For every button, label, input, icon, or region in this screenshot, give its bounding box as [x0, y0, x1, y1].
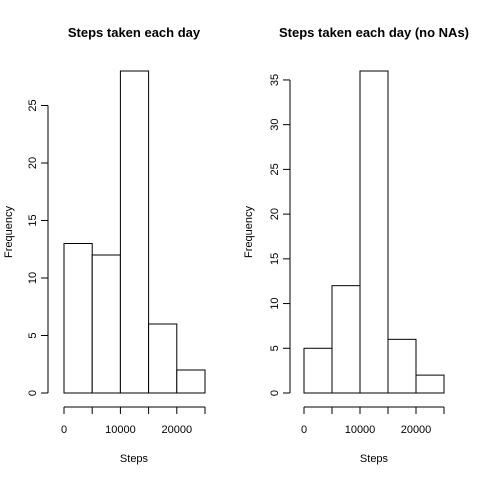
y-tick-label: 5	[269, 345, 281, 351]
histogram-panel-left: Steps taken each day Steps Frequency 0 10…	[3, 25, 206, 465]
chart-title: Steps taken each day (no NAs)	[279, 25, 469, 40]
x-axis-label: Steps	[120, 453, 149, 465]
x-axis-label: Steps	[360, 453, 389, 465]
x-axis: 0 10000 20000	[301, 406, 445, 436]
y-tick-label: 25	[27, 99, 39, 111]
x-tick-label: 10000	[345, 424, 376, 436]
y-tick-label: 10	[27, 272, 39, 284]
y-tick-label: 0	[27, 390, 39, 396]
histogram-panel-right: Steps taken each day (no NAs) Steps Freq…	[243, 25, 469, 465]
x-tick-label: 10000	[105, 424, 136, 436]
y-tick-label: 15	[27, 214, 39, 226]
chart-title: Steps taken each day	[68, 25, 201, 40]
y-axis-label: Frequency	[3, 206, 15, 258]
y-axis: 0 5 10 15 20 25	[27, 99, 49, 396]
y-axis-label: Frequency	[243, 206, 255, 258]
histogram-bar	[63, 243, 93, 394]
histogram-bar	[119, 70, 150, 394]
histogram-bar	[331, 285, 361, 394]
y-tick-label: 5	[27, 332, 39, 338]
x-tick-label: 20000	[401, 424, 432, 436]
x-tick-label: 0	[301, 424, 307, 436]
bars	[63, 70, 206, 394]
histogram-bar	[387, 338, 417, 394]
y-tick-label: 25	[269, 163, 281, 175]
y-tick-label: 15	[269, 253, 281, 265]
y-tick-label: 10	[269, 297, 281, 309]
bars	[303, 70, 445, 394]
y-axis: 0 5 10 15 20 25 30 35	[269, 74, 291, 396]
histogram-bar	[91, 254, 121, 394]
y-tick-label: 20	[269, 208, 281, 220]
x-tick-label: 20000	[162, 424, 193, 436]
histogram-bar	[303, 347, 333, 394]
y-tick-label: 30	[269, 119, 281, 131]
y-tick-label: 35	[269, 74, 281, 86]
histogram-bar	[176, 369, 206, 394]
y-tick-label: 0	[269, 390, 281, 396]
x-tick-label: 0	[61, 424, 67, 436]
x-axis: 0 10000 20000	[61, 406, 206, 436]
histogram-bar	[359, 70, 389, 394]
histogram-bar	[415, 374, 445, 394]
y-tick-label: 20	[27, 157, 39, 169]
histogram-bar	[148, 323, 178, 394]
